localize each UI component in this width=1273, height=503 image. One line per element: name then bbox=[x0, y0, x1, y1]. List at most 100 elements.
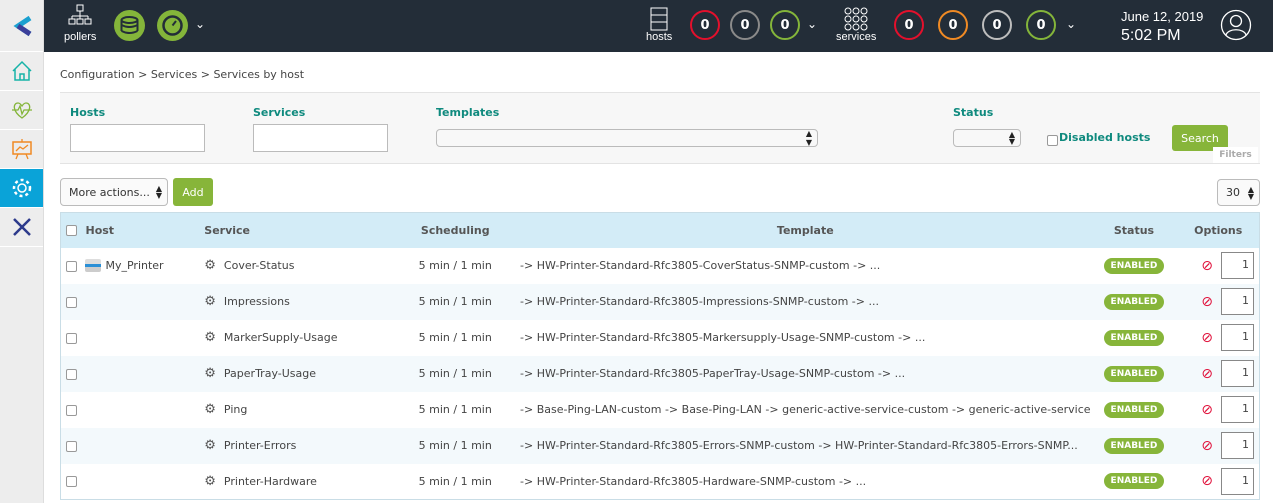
service-gear-icon: ⚙ bbox=[204, 366, 216, 381]
scheduling: 5 min / 1 min bbox=[418, 403, 492, 416]
row-checkbox[interactable] bbox=[66, 440, 77, 452]
time: 5:02 PM bbox=[1121, 27, 1181, 44]
hosts-down-count[interactable]: 0 bbox=[690, 10, 720, 40]
hosts-unreachable-count[interactable]: 0 bbox=[730, 10, 760, 40]
template: -> HW-Printer-Standard-Rfc3805-Errors-SN… bbox=[508, 427, 1091, 464]
duplicate-count-input[interactable]: 1 bbox=[1221, 432, 1254, 459]
services-unknown-count[interactable]: 0 bbox=[982, 10, 1012, 40]
configuration-icon[interactable] bbox=[0, 169, 43, 208]
date: June 12, 2019 bbox=[1121, 9, 1204, 24]
host-name[interactable]: My_Printer bbox=[105, 258, 164, 272]
hosts-up-count[interactable]: 0 bbox=[770, 10, 800, 40]
hosts-filter-input[interactable] bbox=[70, 124, 205, 152]
scheduling: 5 min / 1 min bbox=[402, 427, 509, 464]
status-column-header[interactable]: Status bbox=[1090, 212, 1178, 248]
duplicate-count-input[interactable]: 1 bbox=[1221, 324, 1254, 351]
duplicate-count-input[interactable]: 1 bbox=[1221, 252, 1254, 279]
row-checkbox[interactable] bbox=[66, 368, 77, 380]
table-row: ⚙ Impressions 5 min / 1 min -> HW-Printer… bbox=[60, 283, 1260, 320]
services-button[interactable]: services bbox=[836, 6, 876, 43]
scheduling-column-header[interactable]: Scheduling bbox=[402, 212, 509, 248]
service-column-header[interactable]: Service bbox=[204, 212, 403, 248]
duplicate-count-input[interactable]: 1 bbox=[1221, 360, 1254, 387]
service-name[interactable]: Cover-Status bbox=[223, 259, 295, 272]
search-button[interactable]: Search bbox=[1172, 125, 1228, 151]
select-all-checkbox[interactable] bbox=[66, 225, 77, 237]
more-actions-select[interactable]: More actions... ▲ ▼ bbox=[60, 178, 168, 206]
service-name[interactable]: Impressions bbox=[223, 295, 290, 308]
row-checkbox[interactable] bbox=[66, 404, 77, 416]
services-icon bbox=[844, 7, 868, 31]
services-filter-label: Services bbox=[253, 106, 306, 119]
template: -> HW-Printer-Standard-Rfc3805-PaperTray… bbox=[508, 355, 1091, 392]
latency-icon[interactable] bbox=[157, 10, 188, 41]
breadcrumb-services-by-host[interactable]: Services by host bbox=[213, 68, 305, 81]
services-table: Host Service Scheduling Template Status … bbox=[60, 212, 1260, 500]
duplicate-count-input[interactable]: 1 bbox=[1221, 467, 1254, 495]
row-checkbox[interactable] bbox=[66, 296, 77, 308]
centreon-logo[interactable] bbox=[0, 0, 43, 52]
row-checkbox[interactable] bbox=[66, 476, 77, 488]
disable-icon[interactable]: ⊘ bbox=[1201, 437, 1213, 454]
services-filter-input[interactable] bbox=[253, 124, 388, 152]
filter-panel: Hosts Services Templates ▲ ▼ Status ▲ ▼ Di… bbox=[60, 92, 1260, 164]
disable-icon[interactable]: ⊘ bbox=[1201, 365, 1213, 382]
service-name[interactable]: Printer-Errors bbox=[223, 439, 297, 452]
templates-filter-select[interactable]: ▲ ▼ bbox=[436, 129, 818, 147]
service-name[interactable]: Ping bbox=[223, 403, 248, 416]
template: -> HW-Printer-Standard-Rfc3805-Markersup… bbox=[520, 331, 926, 344]
row-checkbox[interactable] bbox=[66, 332, 77, 344]
template-column-header[interactable]: Template bbox=[508, 212, 1091, 248]
disable-icon[interactable]: ⊘ bbox=[1201, 293, 1213, 310]
disable-icon[interactable]: ⊘ bbox=[1201, 473, 1213, 490]
breadcrumb: Configuration > Services > Services by h… bbox=[60, 68, 305, 81]
services-ok-count[interactable]: 0 bbox=[1026, 10, 1056, 40]
options-column-header[interactable]: Options bbox=[1177, 212, 1260, 248]
home-icon[interactable] bbox=[0, 52, 43, 91]
service-gear-icon: ⚙ bbox=[204, 294, 216, 309]
chevron-down-icon[interactable]: ⌄ bbox=[1066, 17, 1077, 31]
filters-tab[interactable]: Filters bbox=[1213, 147, 1258, 163]
printer-icon bbox=[85, 259, 102, 273]
disable-icon[interactable]: ⊘ bbox=[1201, 329, 1213, 346]
duplicate-count-input[interactable]: 1 bbox=[1221, 288, 1254, 315]
breadcrumb-services[interactable]: Services bbox=[150, 68, 198, 81]
service-gear-icon: ⚙ bbox=[204, 402, 216, 417]
database-icon[interactable] bbox=[114, 10, 145, 41]
page-size-select[interactable]: 30 ▲ ▼ bbox=[1217, 179, 1260, 206]
chevron-down-icon[interactable]: ⌄ bbox=[807, 17, 818, 31]
administration-icon[interactable] bbox=[0, 208, 43, 247]
pollers-icon bbox=[68, 4, 92, 25]
scheduling: 5 min / 1 min bbox=[402, 355, 509, 392]
status-filter-select[interactable]: ▲ ▼ bbox=[953, 129, 1021, 147]
monitoring-icon[interactable] bbox=[0, 91, 43, 130]
duplicate-count-input[interactable]: 1 bbox=[1221, 396, 1254, 423]
service-name[interactable]: PaperTray-Usage bbox=[223, 367, 316, 380]
reporting-icon[interactable] bbox=[0, 130, 43, 169]
service-name[interactable]: Printer-Hardware bbox=[223, 474, 317, 488]
table-row: ⚙ PaperTray-Usage 5 min / 1 min -> HW-Pri… bbox=[60, 355, 1260, 392]
hosts-button[interactable]: hosts bbox=[646, 6, 672, 43]
disable-icon[interactable]: ⊘ bbox=[1201, 257, 1213, 274]
status-badge: ENABLED bbox=[1103, 293, 1165, 310]
disabled-hosts-checkbox[interactable] bbox=[1047, 133, 1058, 146]
services-critical-count[interactable]: 0 bbox=[894, 10, 924, 40]
service-name[interactable]: MarkerSupply-Usage bbox=[223, 331, 338, 344]
chevron-down-icon[interactable]: ⌄ bbox=[195, 17, 206, 31]
user-profile-icon[interactable] bbox=[1220, 9, 1252, 44]
host-column-header[interactable]: Host bbox=[85, 212, 205, 248]
table-row: ⚙ Printer-Errors 5 min / 1 min -> HW-Prin… bbox=[60, 427, 1260, 464]
template: -> HW-Printer-Standard-Rfc3805-Impressio… bbox=[508, 283, 1091, 320]
scheduling: 5 min / 1 min bbox=[418, 474, 492, 488]
add-button[interactable]: Add bbox=[173, 178, 213, 206]
status-badge: ENABLED bbox=[1103, 329, 1165, 346]
template: -> HW-Printer-Standard-Rfc3805-Hardware-… bbox=[520, 474, 867, 488]
breadcrumb-configuration[interactable]: Configuration bbox=[60, 68, 135, 81]
hosts-filter-label: Hosts bbox=[70, 106, 106, 119]
services-warning-count[interactable]: 0 bbox=[938, 10, 968, 40]
row-checkbox[interactable] bbox=[66, 260, 77, 272]
template: -> Base-Ping-LAN-custom -> Base-Ping-LAN… bbox=[520, 403, 1091, 416]
pollers-button[interactable]: pollers bbox=[64, 4, 96, 43]
disable-icon[interactable]: ⊘ bbox=[1201, 401, 1213, 418]
status-badge: ENABLED bbox=[1103, 257, 1165, 274]
